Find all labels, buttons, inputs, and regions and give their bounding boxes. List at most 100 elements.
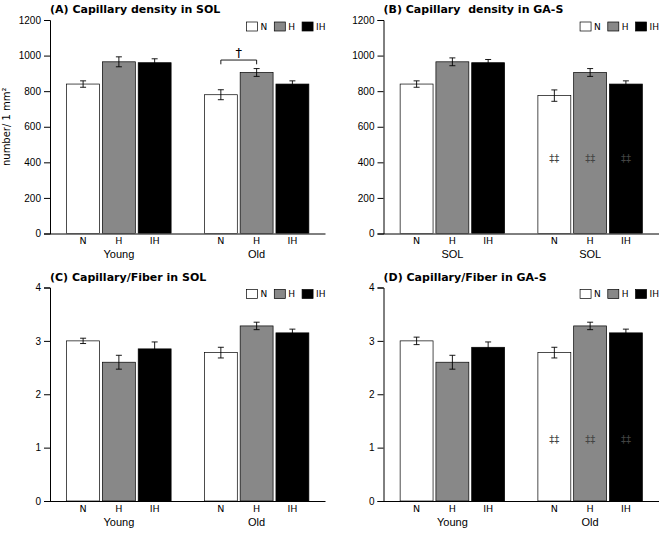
tick-mark	[378, 501, 384, 502]
error-bar	[587, 69, 593, 77]
tick-label: 400	[24, 157, 41, 168]
x-tick: Old	[582, 501, 599, 528]
tick-mark	[378, 341, 384, 342]
tick-mark	[44, 127, 50, 128]
tick-label: 1200	[19, 15, 42, 26]
legend-item: IH	[302, 22, 325, 32]
legend-swatch	[636, 22, 647, 31]
group-label: Old	[582, 516, 599, 528]
y-axis: 01234	[369, 282, 384, 507]
bar	[138, 349, 171, 501]
legend-swatch	[274, 290, 285, 299]
error-bar	[254, 69, 260, 77]
tick-label: 0	[35, 496, 41, 507]
y-tick: 1000	[19, 50, 50, 61]
tick-mark	[378, 448, 384, 449]
bar-label: N	[80, 235, 87, 246]
y-tick: 600	[358, 121, 384, 132]
error-bar	[152, 342, 158, 356]
tick-mark	[44, 288, 50, 289]
legend-item: H	[274, 289, 295, 299]
tick-label: 200	[358, 193, 375, 204]
error-bar	[449, 58, 455, 66]
y-tick: 600	[24, 121, 50, 132]
bar-label: N	[217, 503, 224, 514]
legend: NH IH	[247, 289, 326, 299]
tick-mark	[44, 162, 50, 163]
bar-labels: NHIHNHIH	[413, 503, 631, 514]
bar-label: IH	[287, 503, 297, 514]
tick-mark	[44, 394, 50, 395]
title: (A) Capillary density in SOL	[50, 3, 220, 16]
error-bar	[289, 329, 295, 336]
annotation: ‡‡	[585, 153, 595, 164]
tick-mark	[378, 234, 384, 235]
tick-mark	[378, 162, 384, 163]
annotation: ‡‡	[549, 434, 559, 445]
x-tick: Young	[103, 234, 134, 261]
bar	[102, 362, 135, 501]
legend: NHIH	[580, 22, 659, 32]
error-bar	[414, 337, 420, 344]
legend-swatch	[580, 290, 591, 299]
bar-label: H	[449, 503, 456, 514]
y-tick: 3	[35, 336, 50, 347]
y-axis: 0 200 400 600 800 1000 1200	[352, 15, 384, 240]
tick-label: 1000	[19, 50, 42, 61]
bar	[574, 72, 607, 233]
y-tick: 2	[35, 389, 50, 400]
error-bar	[485, 59, 491, 65]
axis-line	[50, 234, 326, 235]
legend-item: N	[247, 289, 268, 299]
tick-label: 600	[24, 121, 41, 132]
bar-label: N	[217, 235, 224, 246]
group-label: Young	[103, 516, 134, 528]
y-tick: 0	[35, 496, 50, 507]
annotation: ‡‡	[621, 153, 631, 164]
bar-label: N	[413, 235, 420, 246]
annotation: ‡‡	[585, 434, 595, 445]
legend-item: IH	[302, 289, 325, 299]
y-tick: 800	[358, 86, 384, 97]
tick-mark	[378, 394, 384, 395]
bar-label: N	[551, 503, 558, 514]
plot-area	[67, 322, 309, 501]
group-label: SOL	[579, 248, 601, 260]
tick-label: 3	[35, 336, 41, 347]
bar	[67, 341, 100, 501]
error-bar	[587, 322, 593, 329]
x-axis: SOLSOL	[384, 234, 660, 261]
tick-mark	[44, 448, 50, 449]
tick-label: 3	[369, 336, 375, 347]
x-tick: Young	[103, 501, 134, 528]
tick-label: 1200	[352, 15, 375, 26]
error-bar	[80, 338, 86, 343]
error-bar	[218, 347, 224, 358]
tick-mark	[44, 20, 50, 21]
tick-label: 0	[369, 228, 375, 239]
bar-labels: NHIHNHIH	[80, 503, 298, 514]
tick-mark	[378, 288, 384, 289]
y-tick: 400	[24, 157, 50, 168]
bar	[240, 72, 273, 233]
y-tick: 400	[358, 157, 384, 168]
bar	[538, 96, 571, 234]
tick-label: 1000	[352, 50, 375, 61]
tick-label: 800	[24, 86, 41, 97]
legend-swatch	[608, 22, 619, 31]
panel: 020040060080010001200SOLSOLNHIHNHIH(B) C…	[352, 3, 659, 260]
plot-area	[67, 57, 309, 234]
legend-item: N	[247, 22, 268, 32]
axis-line	[384, 234, 660, 235]
x-axis: YoungOld	[50, 501, 326, 528]
group-label: Old	[248, 248, 265, 260]
axis-line	[384, 501, 660, 502]
bar-label: H	[253, 235, 260, 246]
error-bar	[116, 355, 122, 369]
legend-label: N	[594, 22, 601, 32]
bar	[472, 63, 505, 234]
bar	[472, 347, 505, 501]
y-tick: 1	[35, 442, 50, 453]
error-bar	[289, 81, 295, 87]
bar	[400, 341, 433, 501]
